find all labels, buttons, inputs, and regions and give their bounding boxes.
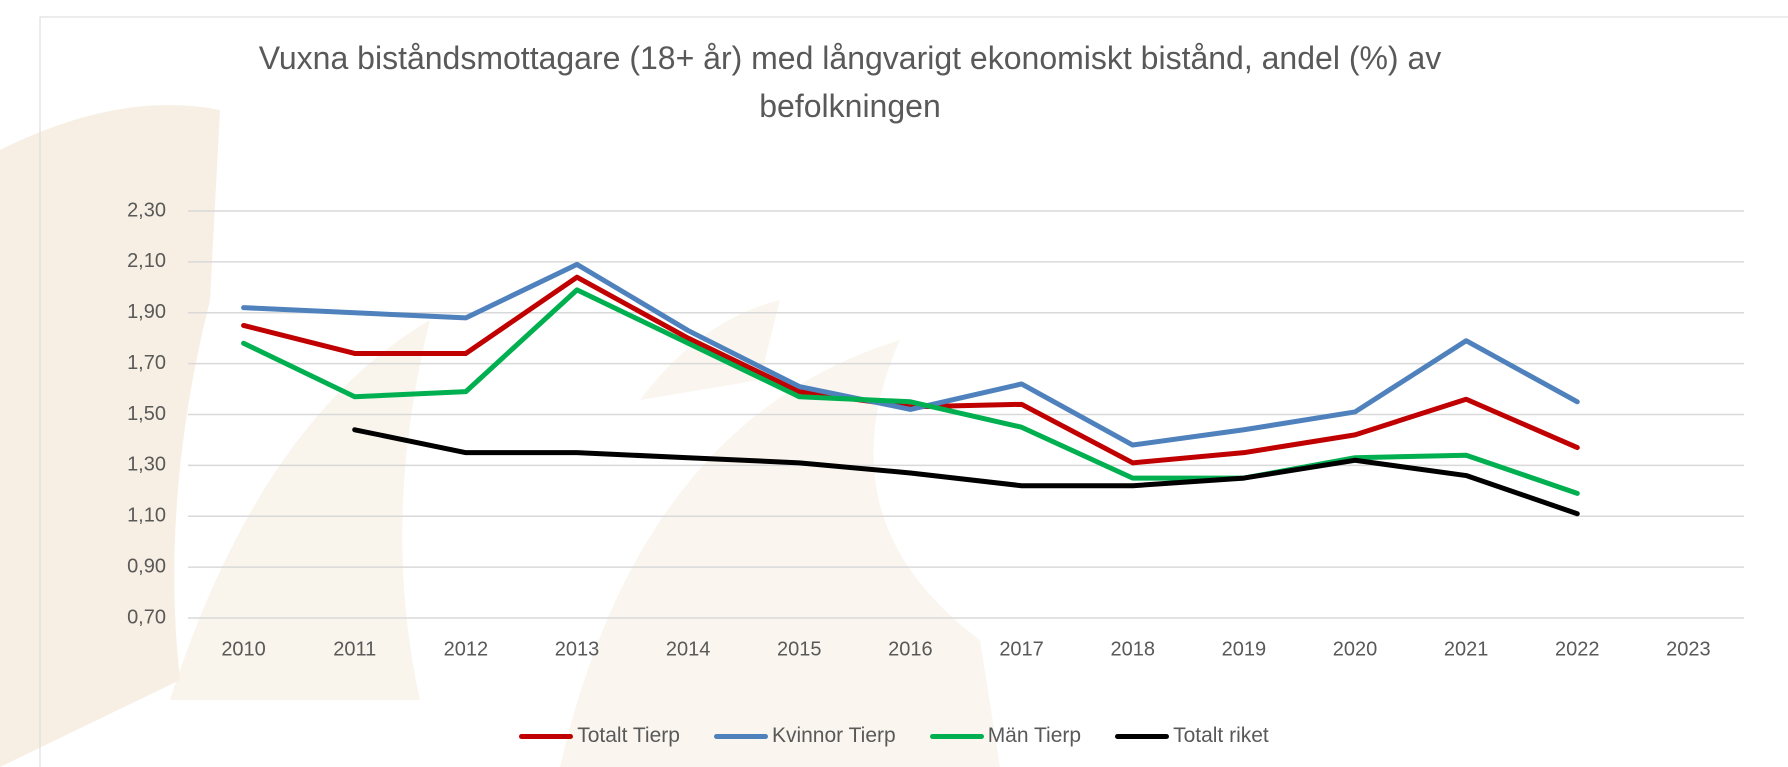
legend-label: Totalt riket: [1173, 724, 1269, 748]
y-tick-label: 1,10: [127, 505, 166, 527]
x-tick-label: 2021: [1444, 638, 1489, 660]
y-tick-label: 0,70: [127, 606, 166, 628]
legend-swatch: [1115, 734, 1169, 739]
x-tick-label: 2023: [1666, 638, 1711, 660]
y-tick-label: 0,90: [127, 555, 166, 577]
legend: Totalt Tierp Kvinnor Tierp Män Tierp Totalt…: [0, 724, 1788, 748]
x-tick-label: 2015: [777, 638, 822, 660]
legend-item: Totalt Tierp: [519, 724, 680, 748]
y-tick-label: 2,10: [127, 250, 166, 272]
legend-item: Män Tierp: [930, 724, 1081, 748]
legend-label: Män Tierp: [988, 724, 1081, 748]
x-tick-label: 2019: [1222, 638, 1267, 660]
data-line: [244, 277, 1578, 463]
y-tick-label: 2,30: [127, 199, 166, 221]
x-tick-label: 2010: [221, 638, 266, 660]
legend-swatch: [519, 734, 573, 739]
legend-label: Kvinnor Tierp: [772, 724, 896, 748]
x-tick-label: 2014: [666, 638, 711, 660]
x-tick-label: 2011: [333, 638, 376, 660]
y-tick-label: 1,50: [127, 403, 166, 425]
x-tick-label: 2017: [999, 638, 1044, 660]
chart-title: Vuxna biståndsmottagare (18+ år) med lån…: [200, 34, 1500, 130]
x-tick-label: 2013: [555, 638, 600, 660]
y-tick-label: 1,30: [127, 454, 166, 476]
x-tick-label: 2016: [888, 638, 933, 660]
legend-swatch: [714, 734, 768, 739]
y-tick-label: 1,70: [127, 352, 166, 374]
page: {"chart_data": {"type": "line", "title":…: [0, 0, 1788, 767]
x-tick-label: 2012: [444, 638, 489, 660]
x-tick-label: 2018: [1110, 638, 1155, 660]
x-tick-label: 2020: [1333, 638, 1378, 660]
legend-swatch: [930, 734, 984, 739]
y-tick-label: 1,90: [127, 301, 166, 323]
legend-item: Totalt riket: [1115, 724, 1269, 748]
x-tick-label: 2022: [1555, 638, 1600, 660]
legend-label: Totalt Tierp: [577, 724, 680, 748]
data-line: [355, 430, 1578, 514]
legend-item: Kvinnor Tierp: [714, 724, 896, 748]
